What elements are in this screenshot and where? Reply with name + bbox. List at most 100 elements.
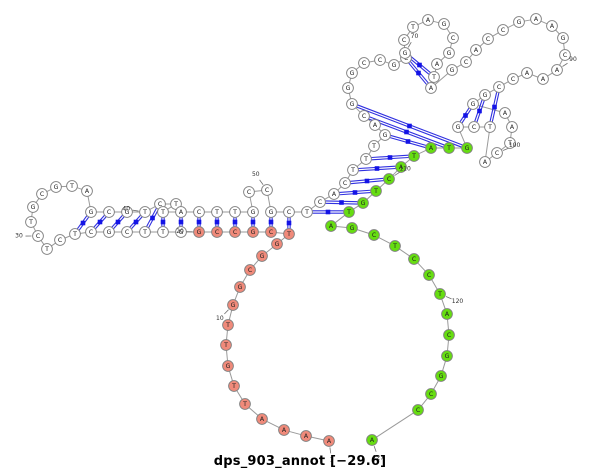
base-letter: C [40, 191, 44, 198]
base-node [222, 360, 234, 372]
base-node [358, 110, 370, 122]
base-node [441, 308, 453, 320]
base-node [222, 319, 234, 331]
base-node [452, 121, 464, 133]
base-letter: G [346, 85, 351, 92]
base-letter: C [511, 76, 515, 83]
base-letter: C [495, 150, 499, 157]
base-node [85, 226, 97, 238]
base-node [32, 230, 44, 242]
base-node [398, 34, 410, 46]
base-node [41, 243, 53, 255]
position-label: 70 [411, 33, 419, 40]
base-letter: A [510, 124, 515, 131]
base-node [25, 216, 37, 228]
base-letter: C [472, 124, 476, 131]
base-letter: T [232, 209, 237, 216]
base-letter: G [107, 229, 112, 236]
base-letter: T [446, 145, 451, 152]
position-label: 20 [176, 228, 184, 235]
base-node [234, 281, 246, 293]
base-letter: G [179, 229, 184, 236]
base-letter: T [363, 156, 368, 163]
base-node [479, 156, 491, 168]
base-node [491, 147, 503, 159]
base-node [366, 434, 378, 446]
base-letter: G [31, 204, 36, 211]
base-letter: T [350, 167, 355, 174]
base-node [395, 161, 407, 173]
base-letter: C [378, 57, 382, 64]
base-letter: C [362, 60, 366, 67]
base-letter: A [260, 416, 265, 423]
base-letter: T [142, 229, 147, 236]
base-letter: C [197, 209, 201, 216]
base-letter: T [160, 229, 165, 236]
base-node [557, 32, 569, 44]
base-node [443, 142, 455, 154]
base-node [300, 430, 312, 442]
base-letter: T [410, 24, 415, 31]
base-letter: G [361, 200, 366, 207]
base-node [343, 206, 355, 218]
base-letter: G [403, 50, 408, 57]
base-node [530, 13, 542, 25]
base-node [121, 206, 133, 218]
base-letter: C [429, 391, 433, 398]
base-letter: A [399, 164, 404, 171]
base-node [220, 339, 232, 351]
base-node [69, 228, 81, 240]
base-node [484, 121, 496, 133]
base-node [193, 206, 205, 218]
base-node [346, 67, 358, 79]
base-letter: C [362, 113, 366, 120]
base-letter: C [107, 209, 111, 216]
base-letter: C [247, 189, 251, 196]
base-node [470, 44, 482, 56]
base-letter: G [350, 225, 355, 232]
base-node [551, 64, 563, 76]
base-node [428, 71, 440, 83]
base-node [431, 58, 443, 70]
base-letter: C [287, 209, 291, 216]
base-letter: T [286, 231, 291, 238]
base-node [103, 206, 115, 218]
base-node [447, 32, 459, 44]
base-node [493, 81, 505, 93]
base-node [521, 67, 533, 79]
base-letter: G [445, 353, 450, 360]
base-node [27, 201, 39, 213]
base-letter: A [445, 311, 450, 318]
base-node [408, 150, 420, 162]
base-node [559, 49, 571, 61]
base-node [369, 119, 381, 131]
base-letter: G [439, 373, 444, 380]
base-node [247, 206, 259, 218]
base-node [283, 206, 295, 218]
position-label: 100 [509, 142, 521, 149]
base-node [301, 206, 313, 218]
base-node [425, 82, 437, 94]
base-node [357, 197, 369, 209]
base-letter: C [158, 201, 162, 208]
base-node [407, 21, 419, 33]
base-node [379, 129, 391, 141]
base-node [446, 64, 458, 76]
base-node [239, 398, 251, 410]
base-letter: A [304, 433, 309, 440]
base-node [265, 206, 277, 218]
base-letter: C [427, 272, 431, 279]
base-node [328, 188, 340, 200]
base-node [339, 177, 351, 189]
base-node [244, 264, 256, 276]
base-letter: G [392, 62, 397, 69]
base-node [499, 107, 511, 119]
position-label: 10 [216, 315, 224, 322]
base-node [368, 140, 380, 152]
base-node [374, 54, 386, 66]
base-node [383, 173, 395, 185]
base-letter: T [392, 243, 397, 250]
